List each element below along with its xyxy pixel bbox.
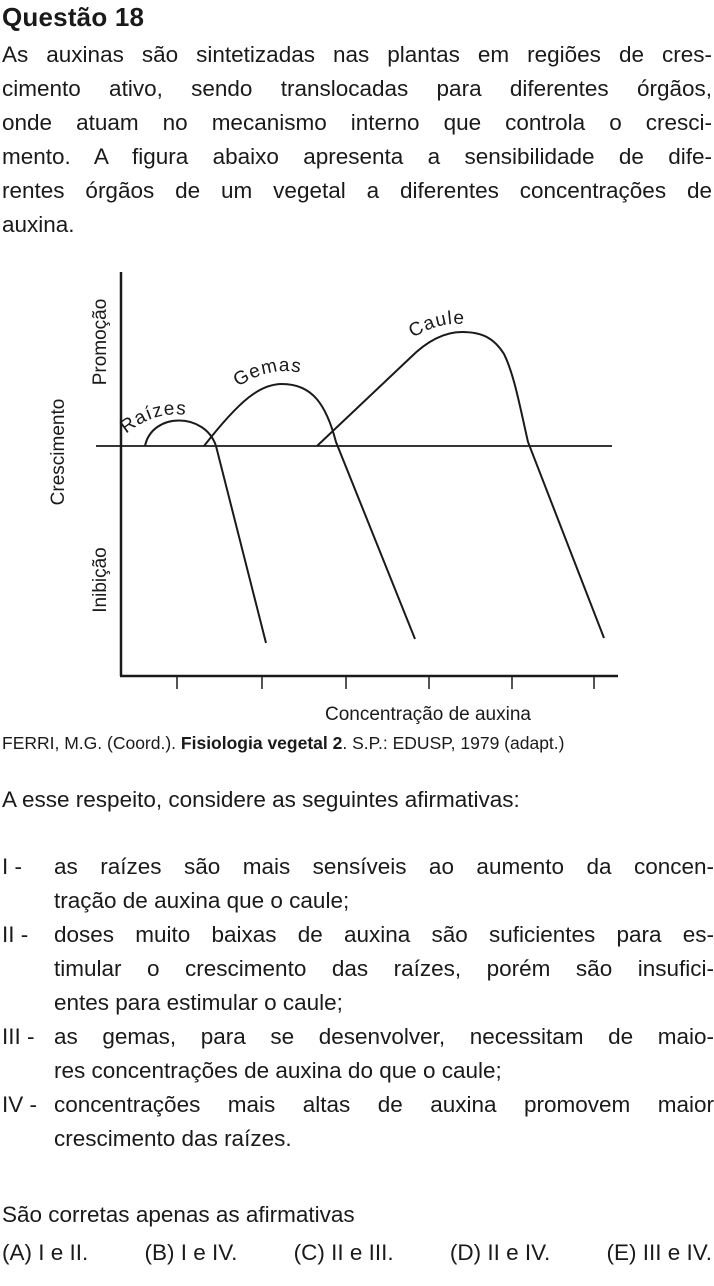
option-a[interactable]: (A) I e II. [2,1240,89,1265]
intro-line: cimento ativo, sendo translocadas para d… [2,76,712,101]
auxin-sensitivity-chart: Raízes Gemas Caule Crescimento Promoção … [0,262,714,732]
question-stem: São corretas apenas as afirmativas [2,1202,355,1227]
intro-line: As auxinas são sintetizadas nas plantas … [2,42,712,67]
statement-item: IV - concentrações mais altas de auxina … [0,1088,714,1156]
option-b[interactable]: (B) I e IV. [144,1240,238,1265]
statement-number: I - [2,854,22,879]
x-axis-label: Concentração de auxina [325,704,531,725]
statement-text: as raízes são mais sensíveis ao aumento … [54,850,714,918]
caule-series-label: Caule [405,308,465,343]
statement-line: doses muito baixas de auxina são suficie… [54,922,714,947]
intro-line: mento. A figura abaixo apresenta a sensi… [2,144,712,169]
statement-text: concentrações mais altas de auxina promo… [54,1088,714,1156]
statement-item: III - as gemas, para se desenvolver, nec… [0,1020,714,1088]
y-axis-label: Crescimento [48,399,69,506]
statement-number: II - [2,922,29,947]
statement-line: as raízes são mais sensíveis ao aumento … [54,854,714,879]
figure-source: FERRI, M.G. (Coord.). Fisiologia vegetal… [2,733,565,754]
statements-prompt: A esse respeito, considere as seguintes … [2,787,520,812]
chart-svg: Raízes Gemas Caule Crescimento Promoção … [48,272,618,725]
statement-number: IV - [2,1092,38,1117]
statement-item: II - doses muito baixas de auxina são su… [0,918,714,1020]
statement-line: tração de auxina que o caule; [54,888,350,913]
statement-line: res concentrações de auxina do que o cau… [54,1058,502,1083]
y-region-label-top: Promoção [90,299,111,386]
statement-line: entes para estimular o caule; [54,990,343,1015]
statement-text: as gemas, para se desenvolver, necessita… [54,1020,714,1088]
statement-line: timular o crescimento das raízes, porém … [54,956,714,981]
caule-curve [316,330,605,639]
option-e[interactable]: (E) III e IV. [606,1240,712,1265]
intro-line: rentes órgãos de um vegetal a diferentes… [2,178,712,203]
gemas-curve [203,382,416,640]
statement-number: III - [2,1024,35,1049]
intro-line: onde atuam no mecanismo interno que cont… [2,110,712,135]
statement-line: crescimento das raízes. [54,1126,292,1151]
y-region-label-bottom: Inibição [90,547,111,613]
intro-paragraph: As auxinas são sintetizadas nas plantas … [2,38,712,242]
statement-item: I - as raízes são mais sensíveis ao aume… [0,850,714,918]
question-title: Questão 18 [2,2,145,32]
intro-line: auxina. [2,212,75,237]
source-authors: FERRI, M.G. (Coord.). [2,733,181,753]
statement-line: concentrações mais altas de auxina promo… [54,1092,714,1117]
option-d[interactable]: (D) II e IV. [449,1240,551,1265]
answer-options: (A) I e II. (B) I e IV. (C) II e III. (D… [2,1240,712,1266]
statement-text: doses muito baixas de auxina são suficie… [54,918,714,1020]
source-publisher: . S.P.: EDUSP, 1979 (adapt.) [342,733,565,753]
raizes-curve [144,419,267,644]
source-book-title: Fisiologia vegetal 2 [180,733,343,753]
statements-list: I - as raízes são mais sensíveis ao aume… [0,850,714,1156]
statement-line: as gemas, para se desenvolver, necessita… [54,1024,714,1049]
option-c[interactable]: (C) II e III. [293,1240,394,1265]
